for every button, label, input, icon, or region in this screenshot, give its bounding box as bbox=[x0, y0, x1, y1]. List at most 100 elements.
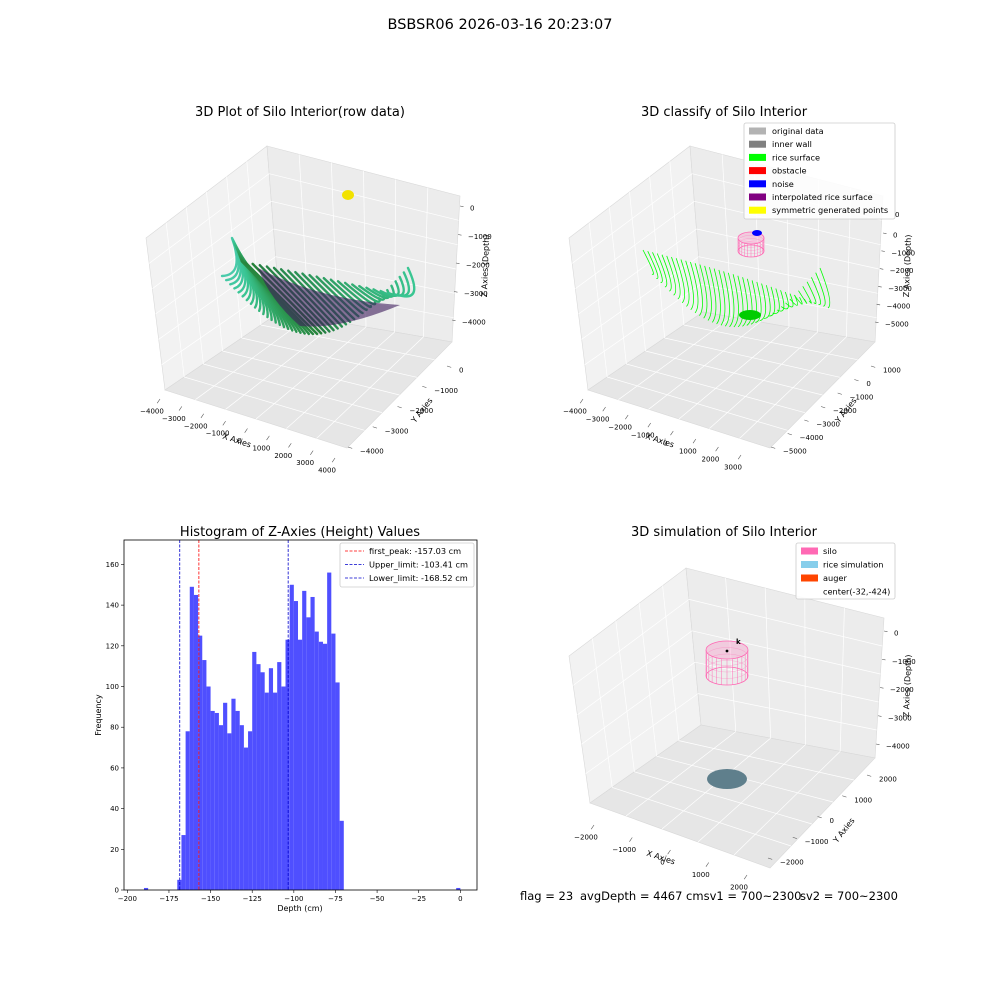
cls-x-tick-mark bbox=[715, 446, 719, 452]
sim-y-tick-label: 2000 bbox=[879, 776, 897, 784]
grid-line bbox=[638, 603, 657, 757]
histogram-frame bbox=[123, 539, 478, 891]
figure-title: BSBSR06 2026-03-16 20:23:07 bbox=[387, 17, 613, 33]
histogram-x-ticks: −200 −175 −150 −125 −100 −75 −50 −25 0 bbox=[118, 890, 463, 903]
rice-surface-line bbox=[802, 286, 812, 304]
raw-y-ticks: 0 −1000 −2000 −3000 −4000 bbox=[347, 365, 463, 456]
legend-swatch bbox=[749, 206, 766, 214]
rice-surface-line bbox=[819, 267, 831, 309]
legend-label: rice simulation bbox=[823, 560, 883, 570]
raw-x-tick-label: −2000 bbox=[184, 422, 208, 430]
grid-line bbox=[581, 661, 696, 745]
cls-z-tick-label: −3000 bbox=[888, 285, 912, 293]
classify-panel-title: 3D classify of Silo Interior bbox=[641, 105, 808, 120]
rice-surface-line bbox=[750, 280, 757, 325]
simulation-center-dot bbox=[725, 649, 729, 653]
histogram-bar bbox=[285, 639, 290, 890]
rice-surface-line bbox=[647, 250, 659, 279]
histogram-legend: first_peak: -157.03 cm Upper_limit: -103.… bbox=[339, 542, 475, 588]
raw-x-tick-label: 4000 bbox=[318, 467, 336, 475]
cylinder-ring bbox=[737, 241, 765, 254]
raw-x-tick-label: 3000 bbox=[296, 459, 314, 467]
classify-z-label: Z Axies (Depth) bbox=[902, 234, 913, 297]
raw-x-tick-label: −4000 bbox=[140, 408, 164, 416]
sim-y-tick-mark bbox=[866, 774, 872, 777]
histogram-bar bbox=[214, 712, 219, 890]
rice-surface-line bbox=[815, 272, 826, 307]
rice-surface-line bbox=[675, 258, 686, 304]
grid-line bbox=[625, 731, 737, 817]
histogram-y-ticks: 0 20 40 60 80 100 120 140 160 bbox=[106, 561, 124, 895]
raw-x-label: X Axies bbox=[221, 432, 252, 450]
cls-z-tick-mark bbox=[878, 286, 882, 288]
classify-y-ticks: 1000 0 −1000 −2000 −3000 −4000 −5000 bbox=[770, 365, 901, 456]
raw-x-tick-mark bbox=[156, 398, 161, 404]
cls-z-tick-label: −1000 bbox=[891, 249, 915, 257]
rice-surface-line bbox=[652, 252, 663, 284]
histogram-bar bbox=[239, 725, 244, 890]
simulation-legend: silo rice simulation auger center(-32,-424) bbox=[795, 542, 896, 600]
grid-line bbox=[697, 693, 877, 731]
grid-line bbox=[584, 284, 702, 365]
legend-swatch bbox=[749, 193, 766, 201]
footer-sv2: sv2 = 700~2300 bbox=[800, 889, 898, 903]
rice-surface-line bbox=[723, 271, 730, 327]
raw-z-tick-mark bbox=[457, 234, 462, 236]
raw-z-tick-mark bbox=[455, 262, 460, 264]
cls-x-tick-label: −3000 bbox=[586, 416, 610, 424]
histogram-bar bbox=[331, 633, 336, 890]
cls-z-tick-label: 0 bbox=[893, 232, 897, 240]
grid-line bbox=[585, 693, 699, 774]
histogram-bar bbox=[310, 596, 315, 890]
histogram-bar bbox=[193, 594, 199, 890]
sim-y-tick-label: −2000 bbox=[780, 859, 804, 867]
histogram-legend-label: first_peak: -157.03 cm bbox=[369, 546, 461, 556]
histogram-bar bbox=[302, 590, 307, 890]
cls-y-tick-mark bbox=[804, 419, 809, 422]
classify-z-ticks: 0 −1000 −2000 −3000 −4000 −5000 bbox=[874, 232, 915, 329]
rice-surface-line bbox=[680, 259, 690, 307]
cls-z-tick-mark bbox=[882, 232, 887, 234]
grid-line bbox=[764, 587, 771, 739]
sim-y-tick-label: 0 bbox=[830, 817, 834, 825]
rice-surface-line bbox=[642, 249, 654, 275]
raw-x-tick-mark bbox=[222, 420, 226, 426]
rice-surface-line bbox=[811, 277, 821, 305]
histogram-bar bbox=[260, 672, 265, 890]
raw-y-tick-label: −4000 bbox=[360, 448, 384, 456]
histogram-y-tick-label: 120 bbox=[106, 642, 119, 650]
cls-z-tick-label: −4000 bbox=[887, 303, 911, 311]
histogram-x-tick-label: 0 bbox=[458, 895, 462, 903]
legend-label: original data bbox=[772, 126, 824, 136]
sim-y-tick-mark bbox=[767, 857, 773, 860]
sim-x-tick-mark bbox=[743, 874, 748, 880]
legend-label: obstacle bbox=[772, 166, 807, 176]
cls-x-tick-mark bbox=[602, 406, 606, 412]
rice-surface-line bbox=[798, 290, 808, 304]
cls-x-tick-mark bbox=[670, 430, 674, 436]
raw-scan-line bbox=[393, 271, 411, 297]
legend-swatch bbox=[749, 140, 766, 148]
sim-z-tick-label: −2000 bbox=[890, 686, 914, 694]
grid-line bbox=[839, 607, 845, 752]
simulation-y-ticks: 2000 1000 0 −1000 −2000 bbox=[767, 774, 897, 867]
legend-swatch bbox=[749, 127, 766, 135]
rice-surface-line bbox=[713, 268, 721, 325]
legend-label: symmetric generated points bbox=[772, 205, 888, 215]
raw-x-tick-label: 1000 bbox=[252, 444, 270, 452]
histogram-bar bbox=[277, 662, 282, 890]
histogram-y-tick-label: 140 bbox=[106, 602, 119, 610]
classify-legend-items: original data inner wall rice surface obsta… bbox=[749, 126, 888, 215]
raw-z-tick-mark bbox=[453, 291, 458, 293]
legend-swatch bbox=[749, 167, 766, 175]
simulation-legend-items: silo rice simulation auger center(-32,-424) bbox=[801, 546, 890, 597]
sim-z-tick-mark bbox=[883, 630, 888, 632]
grid-line bbox=[577, 630, 693, 716]
cylinder-ring bbox=[705, 660, 749, 679]
histogram-bar bbox=[456, 887, 461, 890]
rice-surface-line bbox=[742, 277, 748, 327]
histogram-bars bbox=[143, 572, 461, 890]
rice-surface-line bbox=[759, 283, 767, 322]
sim-y-tick-label: −1000 bbox=[805, 838, 829, 846]
